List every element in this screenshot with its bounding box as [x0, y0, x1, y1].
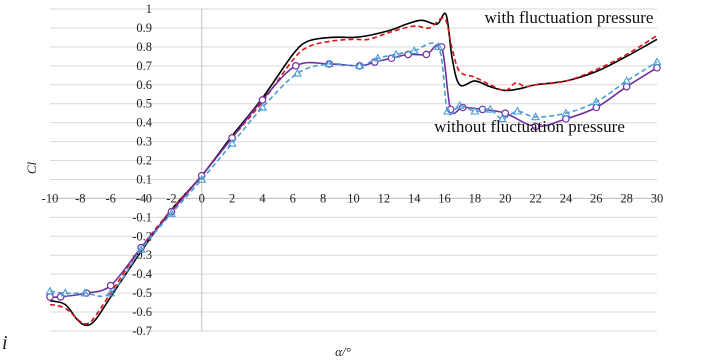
x-tick-label: 2 [229, 191, 235, 205]
x-tick-labels: -10 -8 -6 -4 -2 0 2 4 6 8 10 12 14 16 18 20 22 24 26 28 30 [42, 191, 664, 205]
x-tick-label: 26 [590, 191, 603, 205]
series-point [355, 61, 365, 70]
y-tick-labels: -0.7-0.6-0.5-0.4-0.3-0.2-0.100.10.20.30.… [132, 2, 153, 338]
series-point [433, 42, 444, 51]
series-point [166, 208, 176, 217]
grid-layer [50, 8, 657, 332]
series-point [531, 112, 541, 121]
x-tick-label: -4 [136, 191, 147, 205]
x-tick-label: 14 [408, 191, 421, 205]
x-tick-label: 4 [259, 191, 266, 205]
series-point [422, 50, 431, 59]
series-point [622, 82, 631, 91]
y-tick-label: 0.9 [136, 21, 152, 35]
series-point [45, 286, 55, 295]
series-point [106, 288, 116, 297]
series-point [227, 138, 237, 147]
x-tick-label: 18 [469, 191, 482, 205]
x-tick-label: 28 [620, 191, 633, 205]
x-tick-label: 20 [499, 191, 512, 205]
series-point [373, 53, 383, 62]
x-tick-label: 22 [529, 191, 542, 205]
y-tick-label: 0.2 [136, 154, 152, 168]
series-point [455, 100, 465, 109]
y-tick-label: -0.5 [132, 286, 152, 300]
y-axis-label: Cl [24, 161, 39, 174]
y-tick-label: 0.4 [136, 116, 152, 130]
series-point [46, 293, 54, 301]
y-tick-label: -0.7 [132, 324, 152, 338]
series-point [512, 106, 522, 115]
stray-glyph: i [2, 332, 8, 354]
annotation-with-fluctuation: with fluctuation pressure [484, 8, 653, 27]
series-point [258, 96, 267, 104]
series-point [443, 106, 453, 115]
series-point [592, 103, 601, 112]
x-tick-label: -6 [105, 191, 115, 205]
series-layer [45, 12, 662, 327]
series-point [324, 59, 334, 68]
x-tick-label: 8 [320, 191, 326, 205]
series-point [497, 114, 507, 123]
x-tick-label: 6 [290, 191, 296, 205]
x-tick-label: -8 [75, 191, 85, 205]
series-point [106, 281, 115, 290]
series-point [292, 68, 302, 77]
series-point [531, 122, 540, 131]
series-point [391, 49, 401, 58]
series-point [80, 288, 90, 297]
series-point [591, 97, 601, 106]
annotation-without-fluctuation: without fluctuation pressure [434, 117, 625, 136]
x-tick-label: 24 [560, 191, 573, 205]
series-point [622, 76, 632, 85]
series-point [197, 174, 207, 183]
x-tick-label: -10 [42, 191, 59, 205]
x-tick-label: 12 [378, 191, 391, 205]
series-point [561, 108, 571, 117]
x-tick-label: 10 [347, 191, 360, 205]
series-point [409, 45, 419, 54]
y-tick-label: 0.3 [136, 135, 152, 149]
y-tick-label: 0.6 [136, 78, 152, 92]
series-point [292, 62, 300, 70]
series-point [501, 109, 510, 117]
series-point [652, 57, 662, 66]
series-point [60, 288, 70, 297]
y-tick-label: 0.5 [136, 97, 152, 111]
x-tick-label: 16 [438, 191, 451, 205]
x-axis-label: α/° [335, 344, 351, 359]
series-point [653, 63, 661, 72]
y-tick-label: 0.1 [136, 172, 152, 186]
series-point [485, 104, 495, 113]
x-tick-label: 30 [651, 191, 664, 205]
y-tick-label: 0.7 [136, 59, 152, 73]
series-line-dashed-blue-triangle [49, 42, 658, 298]
y-tick-label: 0 [146, 191, 152, 205]
x-tick-label: -2 [166, 191, 176, 205]
series-point [136, 244, 146, 253]
series-point [470, 106, 480, 115]
series-point [257, 102, 268, 111]
y-tick-label: 1 [146, 2, 152, 16]
x-tick-label: 0 [199, 191, 205, 205]
y-tick-label: -0.6 [132, 305, 152, 319]
y-tick-label: -0.4 [132, 267, 153, 281]
y-tick-label: 0.8 [136, 40, 152, 54]
y-tick-label: -0.1 [132, 210, 152, 224]
